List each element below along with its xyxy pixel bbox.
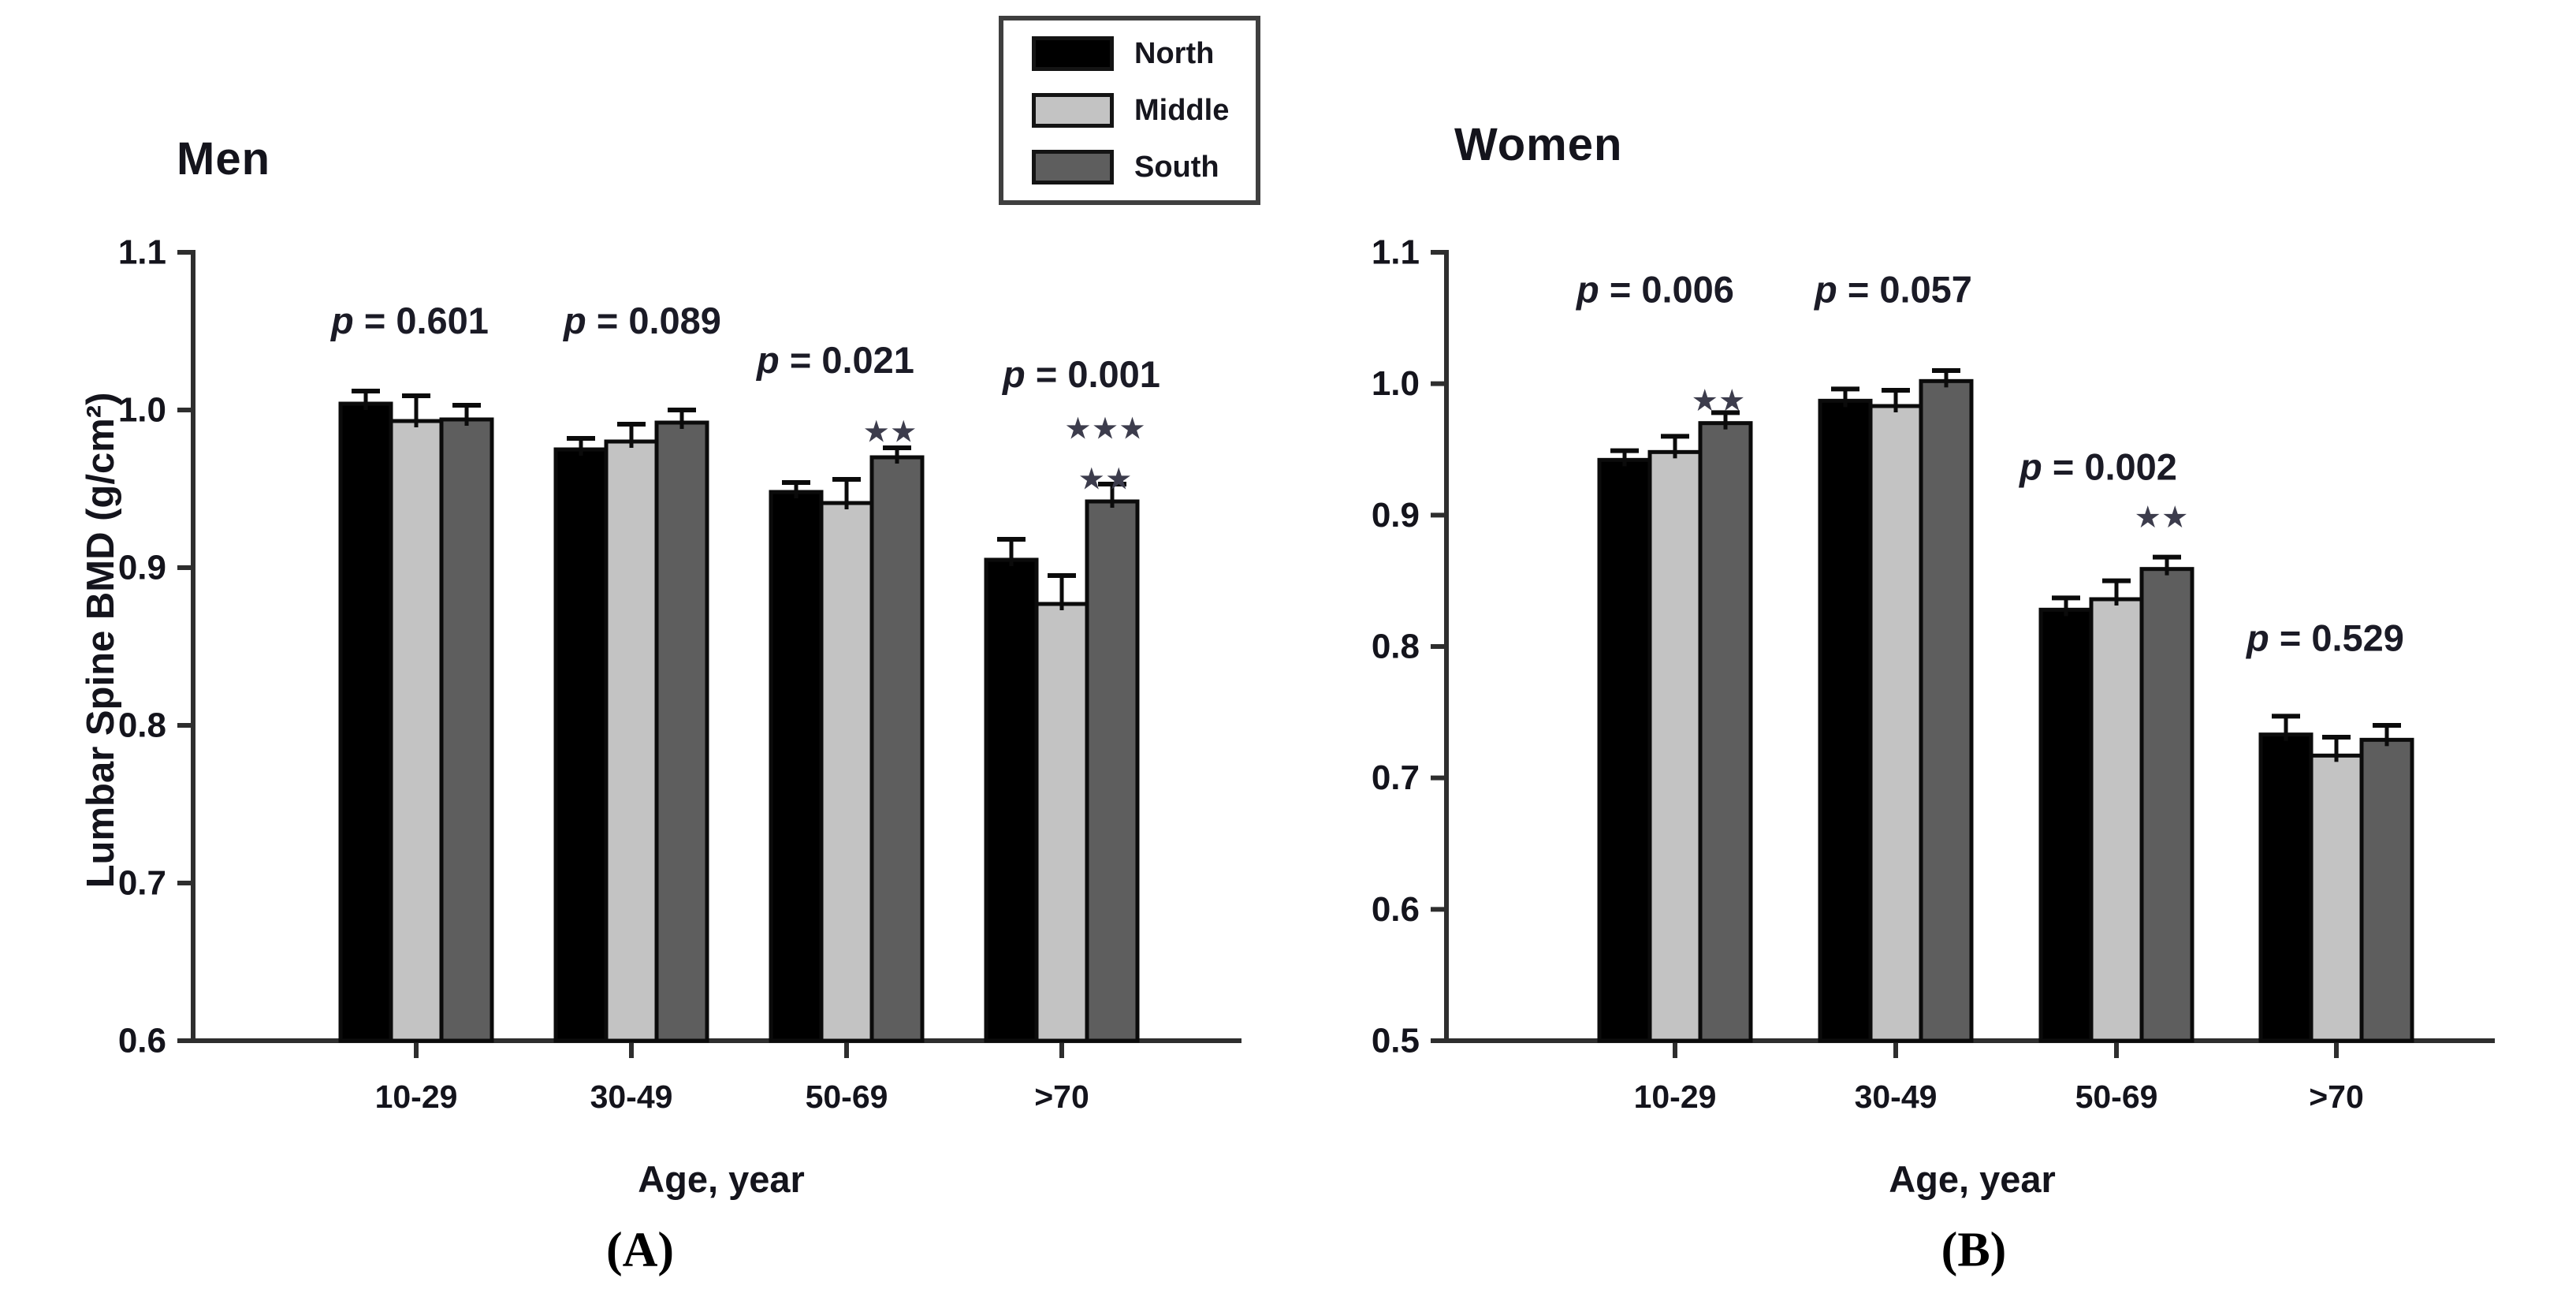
chart-title-men: Men xyxy=(177,133,270,184)
bar-middle->70 xyxy=(1034,602,1089,1043)
bar-south-10-29 xyxy=(439,417,494,1043)
x-tick-label: 10-29 xyxy=(1634,1079,1717,1115)
bar-middle-30-49 xyxy=(604,439,659,1043)
y-tick-label: 0.5 xyxy=(1372,1022,1420,1060)
bar-north-10-29 xyxy=(338,401,393,1043)
x-tick-label: >70 xyxy=(2309,1079,2364,1115)
legend-swatch-middle xyxy=(1032,93,1114,128)
y-tick-label: 1.1 xyxy=(118,233,166,272)
p-value-label: p = 0.001 xyxy=(1001,353,1160,395)
bar-south-10-29 xyxy=(1698,421,1753,1043)
legend-label-middle: Middle xyxy=(1134,93,1230,127)
bar-north-50-69 xyxy=(769,490,824,1043)
p-value-label: p = 0.006 xyxy=(1575,268,1734,310)
legend-item-north: North xyxy=(1032,36,1256,71)
bar-south-50-69 xyxy=(2139,567,2194,1043)
p-value-label: p = 0.089 xyxy=(562,300,721,341)
y-tick-label: 0.6 xyxy=(118,1022,166,1060)
significance-stars: ★★ xyxy=(865,417,919,447)
legend-swatch-north xyxy=(1032,36,1114,71)
x-tick-label: 30-49 xyxy=(590,1079,673,1115)
y-axis-label: Lumbar Spine BMD (g/cm²) xyxy=(80,392,122,889)
legend-swatch-south xyxy=(1032,150,1114,184)
bar-south->70 xyxy=(2359,737,2414,1043)
legend-item-middle: Middle xyxy=(1032,93,1256,128)
bar-middle-50-69 xyxy=(819,501,874,1043)
significance-stars: ★★ xyxy=(2136,503,2191,533)
bar-middle->70 xyxy=(2309,753,2364,1043)
p-value-label: p = 0.529 xyxy=(2245,617,2404,658)
bar-south->70 xyxy=(1085,499,1140,1043)
y-tick-label: 0.6 xyxy=(1372,890,1420,929)
significance-stars: ★★ xyxy=(1693,386,1748,416)
x-axis-title-men: Age, year xyxy=(638,1158,805,1200)
legend: North Middle South xyxy=(999,16,1260,205)
y-tick-label: 1.1 xyxy=(1372,233,1420,272)
bar-north-50-69 xyxy=(2038,607,2094,1043)
bar-north->70 xyxy=(984,557,1039,1043)
x-axis-title-women: Age, year xyxy=(1889,1158,2056,1200)
bar-middle-10-29 xyxy=(1647,449,1703,1043)
y-tick-label: 0.8 xyxy=(118,706,166,745)
y-tick-label: 1.0 xyxy=(1372,364,1420,403)
p-value-label: p = 0.057 xyxy=(1813,268,1972,310)
chart-panel-men: 1.1 1.0 0.9 0.8 0.7 0.6 10-29 30-49 50-69 >70 p = … xyxy=(118,233,1241,1115)
p-value-label: p = 0.601 xyxy=(329,300,489,341)
legend-item-south: South xyxy=(1032,150,1256,184)
x-tick-label: 30-49 xyxy=(1855,1079,1938,1115)
significance-stars: ★★ xyxy=(1080,464,1134,494)
chart-title-women: Women xyxy=(1454,119,1623,170)
x-tick-label: 50-69 xyxy=(806,1079,888,1115)
bar-north-10-29 xyxy=(1597,457,1652,1043)
p-value-label: p = 0.021 xyxy=(755,339,914,381)
bar-south-30-49 xyxy=(654,420,709,1043)
bar-north-30-49 xyxy=(1818,398,1873,1043)
y-tick-label: 0.7 xyxy=(1372,758,1420,797)
panel-letter-a: (A) xyxy=(605,1223,675,1277)
legend-label-north: North xyxy=(1134,36,1215,70)
x-tick-label: >70 xyxy=(1034,1079,1089,1115)
legend-label-south: South xyxy=(1134,150,1219,184)
panel-letter-b: (B) xyxy=(1941,1223,2007,1277)
p-value-label: p = 0.002 xyxy=(2018,445,2177,487)
significance-stars: ★★★ xyxy=(1066,414,1147,444)
y-tick-label: 1.0 xyxy=(118,391,166,430)
bar-middle-50-69 xyxy=(2089,597,2144,1043)
bar-middle-30-49 xyxy=(1868,404,1923,1043)
chart-panel-women: 1.1 1.0 0.9 0.8 0.7 0.6 0.5 10-29 30-49 50-69 >70 p… xyxy=(1372,233,2495,1115)
y-tick-label: 0.7 xyxy=(118,864,166,903)
bar-middle-10-29 xyxy=(389,419,444,1043)
bar-south-30-49 xyxy=(1919,378,1974,1043)
y-tick-label: 0.9 xyxy=(118,549,166,587)
x-tick-label: 10-29 xyxy=(375,1079,458,1115)
bar-south-50-69 xyxy=(869,455,925,1043)
y-tick-label: 0.8 xyxy=(1372,628,1420,666)
bar-north->70 xyxy=(2258,732,2314,1043)
y-tick-label: 0.9 xyxy=(1372,496,1420,535)
x-tick-label: 50-69 xyxy=(2075,1079,2158,1115)
bar-north-30-49 xyxy=(553,447,609,1043)
